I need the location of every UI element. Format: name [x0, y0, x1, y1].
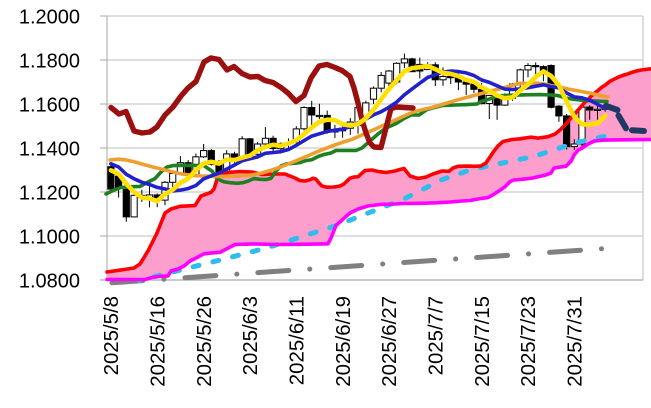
svg-text:1.2000: 1.2000	[19, 7, 80, 29]
svg-text:2025/6/27: 2025/6/27	[379, 296, 401, 387]
svg-text:1.1200: 1.1200	[19, 183, 80, 205]
svg-text:2025/7/7: 2025/7/7	[426, 296, 448, 375]
svg-text:1.1400: 1.1400	[19, 139, 80, 161]
svg-text:2025/7/15: 2025/7/15	[472, 296, 494, 387]
svg-text:2025/5/8: 2025/5/8	[101, 296, 123, 375]
svg-text:2025/6/3: 2025/6/3	[240, 296, 262, 375]
svg-text:1.1000: 1.1000	[19, 227, 80, 249]
svg-text:2025/5/16: 2025/5/16	[147, 296, 169, 387]
svg-text:2025/6/11: 2025/6/11	[287, 296, 309, 385]
svg-text:2025/7/31: 2025/7/31	[565, 296, 587, 387]
svg-text:1.1600: 1.1600	[19, 95, 80, 117]
svg-text:2025/7/23: 2025/7/23	[518, 296, 540, 387]
svg-text:2025/5/26: 2025/5/26	[194, 296, 216, 387]
svg-text:1.1800: 1.1800	[19, 51, 80, 73]
svg-text:2025/6/19: 2025/6/19	[333, 296, 355, 387]
svg-text:1.0800: 1.0800	[19, 271, 80, 293]
